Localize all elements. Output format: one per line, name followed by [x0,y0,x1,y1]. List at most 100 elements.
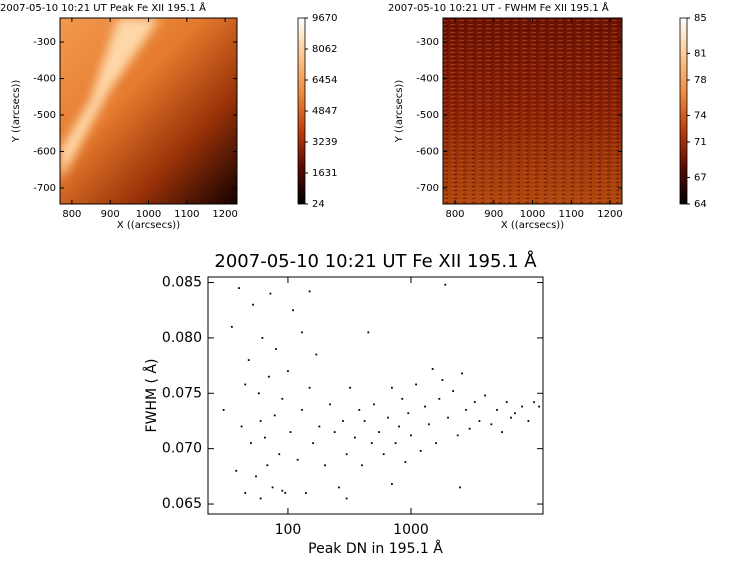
colorbar-label: 8062 [312,44,337,55]
y-tick-label: -600 [416,146,439,157]
scatter-point [391,386,393,389]
scatter-point [250,442,252,445]
scatter-point [444,283,447,286]
scatter-point [401,397,404,400]
scatter-point [308,386,311,389]
scatter-point [363,420,366,422]
scatter-point [318,425,321,428]
scatter-point [456,434,459,437]
y-tick-label: -300 [416,37,439,48]
scatter-point [473,401,476,404]
x-tick-label: 900 [101,209,120,220]
colorbar-label: 24 [312,199,325,210]
scatter-point [394,442,397,445]
scatter-point [257,392,260,395]
scatter-point [441,379,444,381]
scatter-point [361,464,363,467]
scatter-point [275,348,277,350]
scatter-point [345,497,348,500]
scatter-point [484,394,486,397]
scatter-point [533,401,535,404]
scatter-point [312,442,314,445]
scatter-point [358,408,361,411]
scatter-point [431,368,434,370]
scatter-point [301,408,303,411]
scatter-point [315,353,318,356]
scatter-point [424,405,426,408]
y-tick-label: 0.075 [162,385,202,401]
scatter-point [465,408,467,411]
scatter-point [244,492,247,494]
scatter-point [419,449,422,452]
y-tick-label: -300 [33,37,56,48]
scatter-point [538,405,541,408]
scatter-point [428,423,430,426]
scatter-point [247,359,250,361]
x-tick-label: 100 [275,522,302,538]
colorbar-label: 81 [694,48,707,59]
scatter-point [259,420,262,422]
scatter-point [278,453,281,456]
scatter-point [521,405,523,408]
scatter-point [261,337,264,339]
scatter-point [267,375,270,378]
scatter-point [255,475,257,478]
y-tick-label: -400 [33,74,56,85]
scatter-point [305,492,307,494]
colorbar-label: 85 [694,13,707,24]
scatter-point [373,403,375,406]
colorbar [297,17,306,205]
chart-title: 2007-05-10 10:21 UT Peak Fe XII 195.1 Å [0,1,206,14]
x-tick-label: 1000 [136,209,161,220]
scatter-point [404,461,407,463]
y-axis-label: Y ((arcsecs)) [394,80,405,144]
x-tick-label: 1000 [520,209,545,220]
scatter-point [271,486,274,489]
scatter-point [235,469,238,472]
x-tick-label: 900 [484,209,503,220]
scatter-point [367,331,370,334]
scatter-point [527,420,530,422]
colorbar-label: 9670 [312,13,337,24]
scatter-point [447,416,449,419]
scatter-point [281,489,284,492]
y-tick-label: -700 [416,183,439,194]
scatter-point [349,386,351,389]
colorbar-label: 67 [694,172,707,183]
scatter-point [333,431,336,433]
x-tick-label: 800 [445,209,464,220]
y-tick-label: 0.070 [162,441,202,457]
colorbar-label: 74 [694,110,707,121]
scatter-point [338,486,340,489]
scatter-point [496,408,498,411]
scatter-point [244,383,247,386]
scatter-point [398,425,400,428]
y-tick-label: 0.085 [162,275,202,291]
y-axis-label: Y ((arcsecs)) [11,80,22,144]
scatter-point [505,401,508,404]
chart-title: 2007-05-10 10:21 UT - FWHM Fe XII 195.1 … [388,1,609,14]
scatter-point [273,414,276,417]
colorbar [679,17,688,205]
plot-frame [207,276,544,515]
scatter-point [478,420,481,422]
colorbar-label: 71 [694,137,707,148]
scatter-point [230,325,233,328]
scatter-point [308,290,311,293]
scatter-point [252,303,254,306]
scatter-point [301,331,303,334]
scatter-point [329,403,331,406]
colorbar-label: 3239 [312,137,337,148]
chart-title: 2007-05-10 10:21 UT Fe XII 195.1 Å [214,250,537,272]
scatter-point [264,436,266,439]
scatter-point [378,431,380,433]
scatter-point [266,464,269,467]
scatter-point [370,442,373,445]
x-tick-label: 1200 [597,209,622,220]
scatter-point [238,287,240,289]
scatter-point [353,436,356,439]
scatter-point [382,453,385,456]
scatter-point [284,492,287,494]
scatter-point [490,423,493,426]
y-tick-label: -700 [33,183,56,194]
